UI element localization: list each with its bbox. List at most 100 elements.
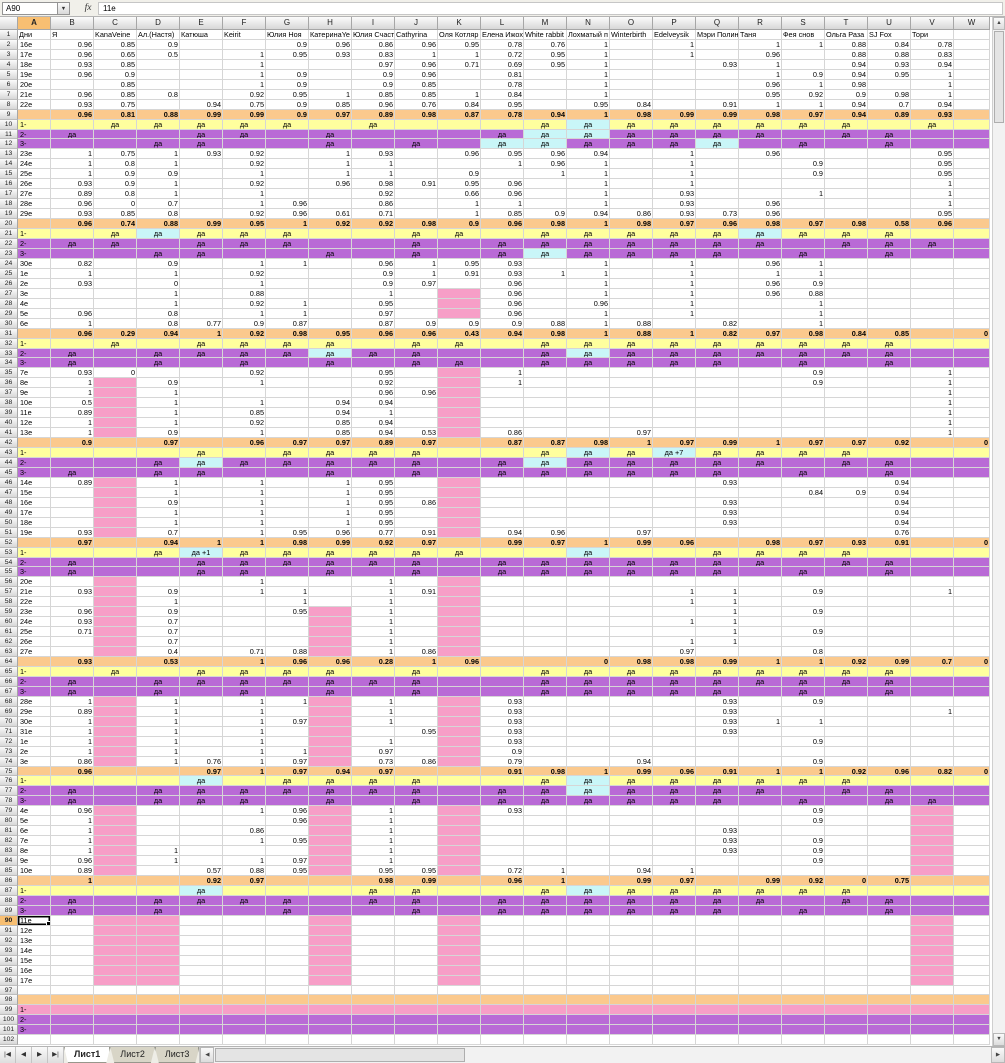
cell-D11[interactable]: [137, 129, 180, 140]
cell-J58[interactable]: [395, 597, 438, 608]
cell-I22[interactable]: [352, 239, 395, 249]
cell-M39[interactable]: [524, 408, 567, 419]
cell-J90[interactable]: [395, 915, 438, 926]
cell-P3[interactable]: 1: [653, 49, 696, 60]
cell-C90[interactable]: [94, 915, 137, 926]
cell-R72[interactable]: [739, 736, 782, 747]
row-header-41[interactable]: 41: [0, 428, 18, 439]
cell-F11[interactable]: да: [223, 129, 266, 140]
cell-N35[interactable]: [567, 368, 610, 379]
cell-D42[interactable]: 0.97: [137, 438, 180, 449]
cell-Q79[interactable]: [696, 806, 739, 817]
cell-D84[interactable]: 1: [137, 856, 180, 867]
cell-M34[interactable]: да: [524, 358, 567, 369]
cell-P86[interactable]: 0.97: [653, 876, 696, 886]
cell-H41[interactable]: 0.85: [309, 428, 352, 439]
cell-I84[interactable]: 1: [352, 856, 395, 867]
cell-S41[interactable]: [782, 428, 825, 439]
cell-P25[interactable]: 1: [653, 268, 696, 279]
cell-J16[interactable]: 0.91: [395, 179, 438, 190]
cell-O91[interactable]: [610, 925, 653, 936]
cell-D16[interactable]: 1: [137, 179, 180, 190]
cell-O34[interactable]: да: [610, 358, 653, 369]
cell-C15[interactable]: 0.9: [94, 169, 137, 180]
cell-C12[interactable]: [94, 139, 137, 150]
cell-I83[interactable]: 1: [352, 846, 395, 857]
cell-L12[interactable]: да: [481, 139, 524, 150]
cell-A57[interactable]: 21e: [18, 587, 51, 598]
cell-B17[interactable]: 0.89: [51, 189, 94, 200]
cell-C83[interactable]: [94, 846, 137, 857]
cell-Q36[interactable]: [696, 378, 739, 389]
cell-J6[interactable]: 0.85: [395, 79, 438, 90]
cell-B49[interactable]: [51, 507, 94, 518]
row-header-37[interactable]: 37: [0, 388, 18, 399]
cell-J69[interactable]: [395, 706, 438, 717]
cell-O21[interactable]: да: [610, 229, 653, 240]
cell-A102[interactable]: [18, 1035, 51, 1046]
cell-L3[interactable]: 0.72: [481, 49, 524, 60]
cell-N71[interactable]: [567, 726, 610, 737]
cell-O99[interactable]: [610, 1005, 653, 1016]
cell-L50[interactable]: [481, 517, 524, 528]
cell-M95[interactable]: [524, 965, 567, 976]
cell-B101[interactable]: [51, 1025, 94, 1036]
cell-G69[interactable]: [266, 706, 309, 717]
cell-F30[interactable]: 0.9: [223, 318, 266, 329]
cell-M42[interactable]: 0.87: [524, 438, 567, 449]
cell-J59[interactable]: [395, 607, 438, 618]
cell-A20[interactable]: [18, 219, 51, 230]
cell-N53[interactable]: да: [567, 547, 610, 558]
cell-I75[interactable]: 0.97: [352, 766, 395, 777]
cell-W80[interactable]: [954, 816, 990, 827]
cell-A44[interactable]: 2-: [18, 457, 51, 468]
cell-A98[interactable]: [18, 995, 51, 1006]
cell-F51[interactable]: 1: [223, 527, 266, 538]
cell-O55[interactable]: да: [610, 567, 653, 578]
cell-U78[interactable]: да: [868, 796, 911, 807]
cell-K13[interactable]: 0.96: [438, 149, 481, 160]
cell-C5[interactable]: 0.9: [94, 69, 137, 80]
scroll-up-icon[interactable]: ▲: [993, 17, 1005, 30]
cell-U8[interactable]: 0.7: [868, 99, 911, 110]
cell-F35[interactable]: 0.92: [223, 368, 266, 379]
cell-G12[interactable]: [266, 139, 309, 150]
cell-U21[interactable]: да: [868, 229, 911, 240]
cell-L62[interactable]: [481, 637, 524, 648]
cell-T40[interactable]: [825, 418, 868, 429]
cell-M68[interactable]: [524, 696, 567, 707]
cell-K12[interactable]: [438, 139, 481, 150]
cell-I35[interactable]: 0.95: [352, 368, 395, 379]
cell-G44[interactable]: да: [266, 457, 309, 468]
cell-M41[interactable]: [524, 428, 567, 439]
column-header-R[interactable]: R: [739, 17, 782, 30]
cell-J68[interactable]: [395, 696, 438, 707]
cell-E98[interactable]: [180, 995, 223, 1006]
cell-Q57[interactable]: 1: [696, 587, 739, 598]
cell-I101[interactable]: [352, 1025, 395, 1036]
cell-Q60[interactable]: 1: [696, 617, 739, 628]
cell-H66[interactable]: да: [309, 676, 352, 687]
cell-C16[interactable]: 0.9: [94, 179, 137, 190]
cell-C61[interactable]: [94, 627, 137, 638]
cell-P36[interactable]: [653, 378, 696, 389]
cell-U69[interactable]: [868, 706, 911, 717]
cell-B16[interactable]: 0.93: [51, 179, 94, 190]
cell-J26[interactable]: 0.97: [395, 278, 438, 289]
row-header-79[interactable]: 79: [0, 806, 18, 817]
cell-G28[interactable]: 1: [266, 298, 309, 309]
cell-D24[interactable]: 0.9: [137, 258, 180, 269]
cell-N85[interactable]: [567, 866, 610, 877]
cell-M55[interactable]: да: [524, 567, 567, 578]
cell-V50[interactable]: [911, 517, 954, 528]
cell-P64[interactable]: 0.98: [653, 657, 696, 667]
cell-U3[interactable]: 0.88: [868, 49, 911, 60]
cell-K34[interactable]: да: [438, 358, 481, 369]
cell-P49[interactable]: [653, 507, 696, 518]
cell-L84[interactable]: [481, 856, 524, 867]
cell-V60[interactable]: [911, 617, 954, 628]
cell-U37[interactable]: [868, 388, 911, 399]
cell-B43[interactable]: [51, 448, 94, 458]
cell-K68[interactable]: [438, 696, 481, 707]
cell-L82[interactable]: [481, 836, 524, 847]
